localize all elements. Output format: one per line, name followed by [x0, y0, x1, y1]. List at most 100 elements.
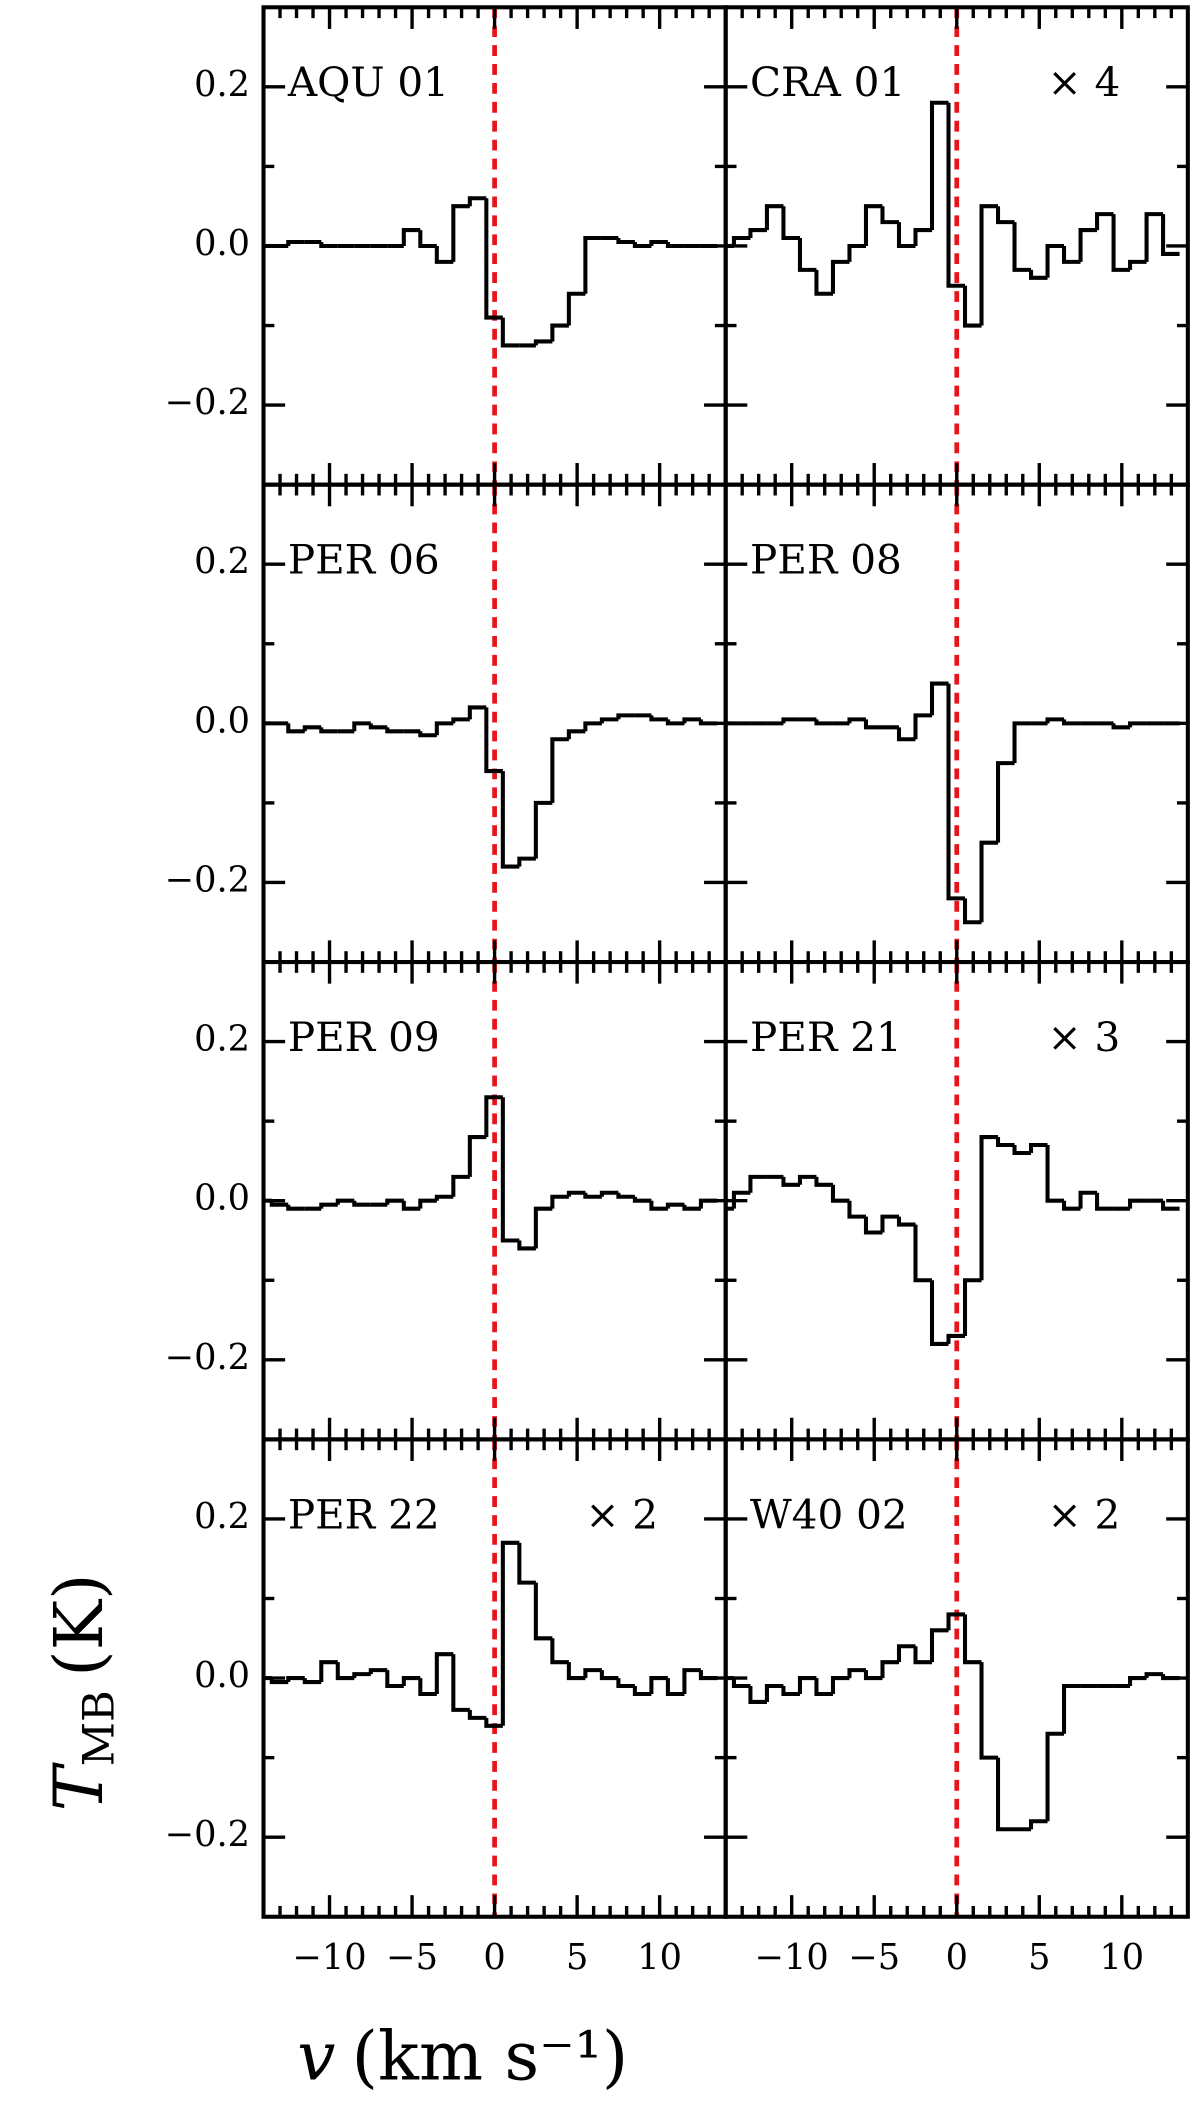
spectrum-step — [467, 1709, 487, 1720]
spectrum-step — [1095, 1192, 1114, 1211]
panel: PER 21 × 3 — [723, 959, 1190, 1442]
y-tick-label: 0.2 — [194, 1496, 250, 1537]
y-tick-label: 0.0 — [194, 1178, 250, 1219]
spectrum-step — [797, 1174, 817, 1185]
spectrum-step — [1029, 1819, 1048, 1830]
spectrum-step — [863, 1670, 883, 1681]
y-tick-label: −0.2 — [165, 1337, 250, 1378]
spectrum-step — [352, 721, 371, 732]
spectrum-step — [814, 1678, 833, 1697]
spectrum-step — [962, 898, 982, 925]
spectrum-step — [946, 683, 966, 901]
spectrum-step — [1111, 214, 1131, 272]
spectrum-step — [533, 339, 553, 346]
scale-label: × 3 — [1048, 1013, 1121, 1061]
spectrum-step — [649, 715, 668, 722]
spectrum-step — [797, 238, 817, 272]
spectrum-step — [286, 239, 305, 246]
spectrum-step — [550, 323, 569, 342]
spectrum-step — [847, 1200, 866, 1219]
spectrum-step — [847, 1668, 866, 1679]
spectrum-step — [748, 228, 767, 239]
spectrum-step — [434, 245, 454, 264]
spectrum-step — [863, 204, 883, 246]
y-tick-label: −0.2 — [165, 1814, 250, 1855]
x-axis-unit: (km s⁻¹) — [352, 2016, 629, 2095]
spectrum-step — [616, 1192, 635, 1199]
spectrum-step — [797, 1676, 817, 1694]
spectrum-step — [731, 235, 751, 246]
spectrum-step — [583, 235, 602, 294]
spectrum-step — [995, 761, 1015, 843]
y-tick-label: 0.2 — [194, 64, 250, 105]
spectrum-step — [385, 1198, 404, 1205]
spectrum-step — [962, 1278, 982, 1336]
spectrum-step — [781, 1686, 800, 1697]
spectrum-step — [781, 1176, 800, 1187]
panel-title: PER 06 — [288, 536, 440, 584]
spectrum-step — [1029, 1142, 1048, 1153]
panel: −0.2 0.0 0.2 AQU 01 — [165, 5, 728, 487]
y-axis-subscript: MB — [75, 1690, 125, 1766]
panel-title: CRA 01 — [750, 58, 905, 106]
spectrum-step — [286, 1204, 305, 1211]
spectrum-step — [335, 1662, 355, 1681]
spectrum-step — [467, 1135, 487, 1177]
spectrum-step — [929, 681, 949, 716]
spectrum-step — [533, 1582, 553, 1641]
scale-label: × 2 — [1048, 1490, 1121, 1538]
spectrum-step — [286, 723, 305, 734]
spectrum-step — [1012, 222, 1032, 272]
spectrum-step — [566, 1662, 586, 1681]
spectrum-step — [599, 1670, 619, 1681]
spectrum-step — [896, 727, 916, 742]
spectrum-step — [401, 1676, 421, 1687]
spectrum-step — [368, 1668, 388, 1675]
spectrum-step — [995, 1137, 1015, 1148]
x-tick-label: 0 — [483, 1937, 505, 1978]
spectrum-step — [517, 856, 536, 867]
spectrum-step — [1062, 1683, 1081, 1734]
spectrum-step — [1078, 1190, 1098, 1209]
spectrum-step — [830, 1184, 850, 1203]
spectrum-step — [649, 1676, 668, 1694]
spectrum-step — [979, 1135, 999, 1281]
spectrum-step — [616, 1678, 635, 1689]
y-tick-label: −0.2 — [165, 382, 250, 423]
spectrum-step — [731, 1190, 751, 1209]
spectrum-step — [319, 1202, 338, 1209]
spectrum-step — [979, 1662, 999, 1760]
spectrum-step — [995, 1757, 1015, 1832]
spectrum-step — [500, 771, 520, 869]
spectrum-step — [533, 1206, 553, 1249]
spectrum-step — [434, 1194, 454, 1201]
x-tick-label: −10 — [292, 1937, 366, 1978]
x-tick-label: −5 — [848, 1937, 900, 1978]
spectrum-step — [632, 1196, 652, 1203]
panel: −0.2 0.0 0.2 PER 06 — [165, 482, 728, 965]
spectrum-step — [649, 239, 668, 246]
spectrum-step — [896, 1644, 916, 1663]
spectrum-step — [1144, 1672, 1164, 1679]
spectrum-step — [880, 1660, 899, 1679]
y-tick-label: −0.2 — [165, 859, 250, 900]
x-tick-label: −5 — [386, 1937, 438, 1978]
spectrum-step — [682, 717, 701, 724]
spectrum-step — [1029, 269, 1048, 280]
spectrum-step — [302, 1678, 322, 1685]
spectrum-step — [682, 1204, 701, 1211]
x-tick-label: −10 — [755, 1937, 829, 1978]
spectrum-step — [896, 1216, 916, 1227]
spectrum-step — [302, 725, 322, 732]
spectrum-step — [748, 1174, 767, 1193]
spectrum-step — [599, 717, 619, 724]
spectrum-step — [451, 717, 470, 724]
spectrum-step — [814, 269, 833, 296]
spectrum-step — [368, 723, 388, 730]
spectrum-step — [863, 719, 883, 730]
spectrum-step — [814, 1176, 833, 1187]
spectrum-step — [550, 1194, 569, 1209]
spectrum-step — [979, 840, 999, 923]
spectrum-step — [962, 285, 982, 328]
